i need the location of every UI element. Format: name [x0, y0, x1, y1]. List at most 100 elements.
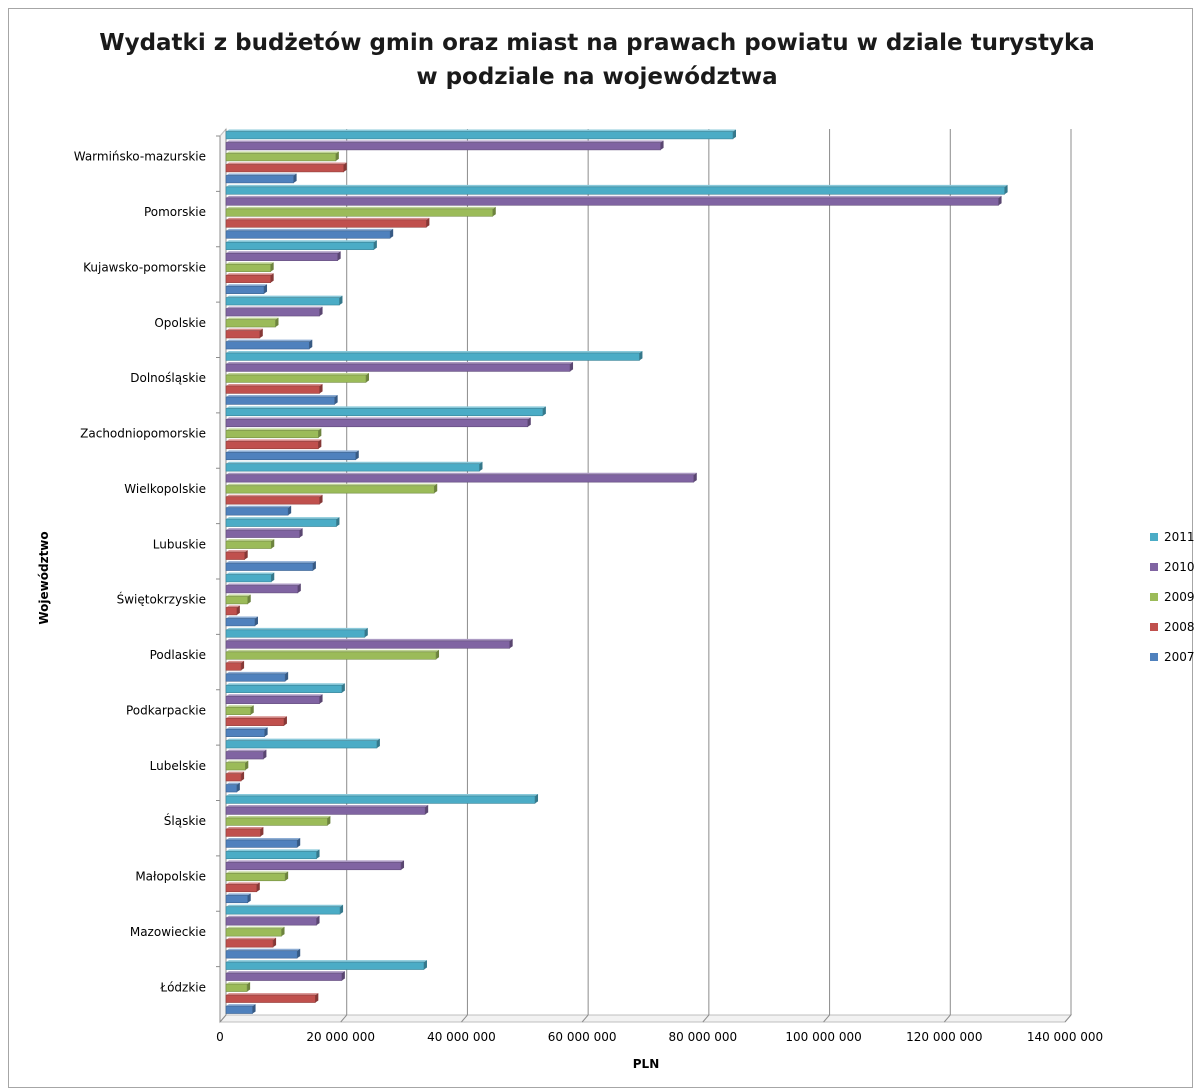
bar: [225, 129, 736, 140]
bar-front-face: [225, 208, 494, 217]
bar-end-face: [288, 505, 292, 516]
legend-label: 2007: [1164, 650, 1194, 664]
bar: [225, 660, 245, 671]
bar: [225, 805, 429, 815]
bar: [225, 328, 263, 339]
bar-front-face: [225, 851, 317, 860]
bar-end-face: [283, 716, 287, 726]
bar-end-face: [252, 1004, 256, 1014]
bar-end-face: [312, 561, 316, 571]
bar-end-face: [535, 794, 539, 804]
bar: [225, 395, 338, 405]
bar-front-face: [225, 629, 366, 638]
bar-end-face: [247, 893, 251, 903]
plot-back-wall: [218, 127, 1073, 1024]
bar-end-face: [263, 749, 267, 760]
bar-front-face: [225, 950, 298, 959]
bar-top-face: [226, 827, 264, 829]
bar-end-face: [390, 228, 394, 239]
bar-end-face: [509, 638, 513, 649]
bar-top-face: [226, 129, 736, 132]
bar: [225, 771, 245, 782]
legend-item: 2009: [1150, 590, 1194, 604]
bar-end-face: [273, 937, 277, 948]
y-tick-label: Śląskie: [164, 813, 206, 828]
bar-top-face: [226, 971, 345, 974]
bar-front-face: [225, 230, 391, 239]
bar-top-face: [226, 395, 338, 397]
gridline-floor: [702, 1014, 710, 1023]
bar-end-face: [264, 727, 268, 737]
bar: [225, 184, 1008, 195]
bar-front-face: [225, 385, 320, 394]
axes: [216, 135, 221, 1022]
gridline-floor: [340, 1014, 348, 1023]
bar-top-face: [226, 960, 427, 963]
bar: [225, 594, 251, 605]
bar-top-face: [226, 782, 240, 785]
bar-front-face: [225, 175, 294, 184]
bar-top-face: [226, 583, 301, 586]
gridline-floor: [943, 1014, 951, 1023]
bar-end-face: [285, 871, 289, 881]
bar-end-face: [492, 206, 496, 217]
bar-top-face: [226, 240, 377, 243]
bar: [225, 616, 258, 627]
bar-end-face: [256, 882, 260, 892]
bar: [225, 583, 301, 594]
x-tick-label: 20 000 000: [306, 1030, 375, 1044]
bar-end-face: [570, 362, 574, 372]
bar-front-face: [225, 297, 340, 306]
bar: [225, 871, 289, 882]
bar-top-face: [226, 450, 359, 453]
bar-top-face: [226, 351, 643, 353]
bar-front-face: [225, 363, 571, 372]
bar-top-face: [226, 428, 322, 431]
x-tick-label: 100 000 000: [785, 1030, 861, 1044]
bar: [225, 671, 289, 682]
bar-top-face: [226, 937, 277, 940]
bar-end-face: [341, 683, 345, 693]
y-tick-label: Opolskie: [154, 316, 206, 330]
bar: [225, 228, 394, 239]
y-tick-label: Lubuskie: [153, 537, 206, 551]
bar-top-face: [226, 251, 341, 254]
bar-top-face: [226, 904, 344, 907]
bar-front-face: [225, 529, 300, 538]
bar-top-face: [226, 660, 245, 663]
legend-label: 2010: [1164, 560, 1194, 574]
bar-front-face: [225, 994, 316, 1003]
bar-end-face: [339, 295, 343, 306]
bar-front-face: [225, 319, 276, 328]
bar-top-face: [226, 805, 429, 807]
bar-top-face: [226, 550, 248, 553]
bar: [225, 373, 370, 383]
bar: [225, 838, 301, 848]
chart-title-line-2: w podziale na województwa: [416, 64, 778, 90]
bar: [225, 904, 344, 915]
bar-end-face: [355, 450, 359, 460]
bar-top-face: [226, 671, 289, 674]
side-wall: [219, 127, 227, 1024]
bar: [225, 494, 323, 505]
x-tick-label: 80 000 000: [668, 1030, 737, 1044]
y-tick-label: Lubelskie: [150, 759, 206, 773]
bar-end-face: [319, 694, 323, 704]
bar: [225, 240, 377, 250]
bar-end-face: [318, 439, 322, 449]
bar: [225, 937, 277, 948]
bar: [225, 362, 574, 372]
bar-top-face: [226, 539, 275, 542]
bar-front-face: [225, 640, 510, 649]
bar: [225, 251, 341, 261]
bar-top-face: [226, 406, 546, 409]
bar-top-face: [226, 517, 340, 520]
bar-front-face: [225, 496, 320, 505]
bar-front-face: [225, 574, 272, 583]
x-tick-label: 0: [216, 1030, 224, 1044]
bar: [225, 295, 343, 306]
floor: [218, 1014, 1073, 1023]
bar-end-face: [281, 926, 285, 937]
bar-end-face: [436, 649, 440, 660]
